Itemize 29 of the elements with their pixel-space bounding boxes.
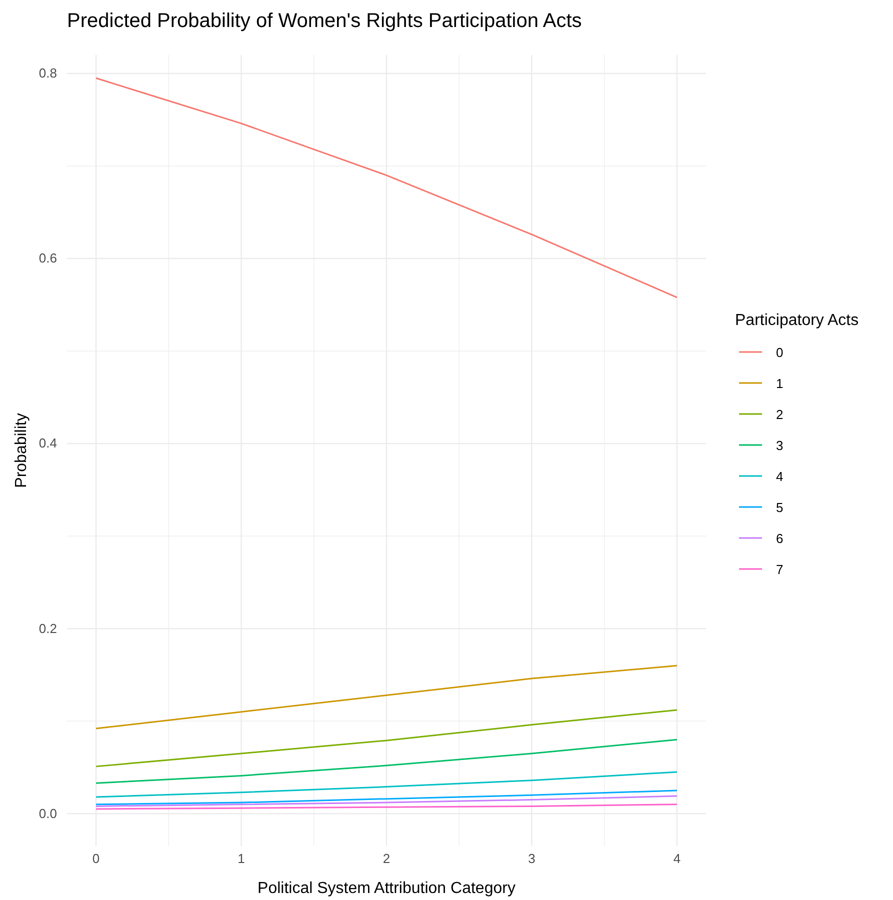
x-tick-label: 4 bbox=[673, 851, 681, 866]
line-series bbox=[95, 771, 678, 798]
line-series bbox=[95, 738, 678, 784]
x-axis-title: Political System Attribution Category bbox=[258, 880, 516, 897]
y-tick-label: 0.0 bbox=[38, 806, 57, 821]
legend-label: 1 bbox=[776, 376, 784, 391]
legend-title: Participatory Acts bbox=[735, 312, 859, 329]
legend-label: 6 bbox=[776, 531, 784, 546]
y-tick-label: 0.8 bbox=[38, 66, 57, 81]
legend-label: 5 bbox=[776, 500, 784, 515]
x-tick-label: 2 bbox=[382, 851, 390, 866]
line-series bbox=[95, 795, 678, 807]
y-tick-label: 0.4 bbox=[38, 436, 57, 451]
legend-label: 2 bbox=[776, 407, 784, 422]
x-tick-label: 1 bbox=[238, 851, 245, 866]
x-tick-label: 3 bbox=[528, 851, 536, 866]
chart-title: Predicted Probability of Women's Rights Participation Acts bbox=[67, 10, 582, 32]
legend-label: 4 bbox=[776, 469, 784, 484]
line-series bbox=[95, 709, 678, 768]
y-tick-label: 0.6 bbox=[38, 250, 57, 266]
legend-label: 3 bbox=[776, 438, 784, 453]
legend-label: 0 bbox=[776, 345, 784, 360]
x-tick-label: 0 bbox=[92, 851, 100, 866]
line-series bbox=[95, 790, 678, 806]
y-tick-label: 0.2 bbox=[38, 620, 57, 636]
line-series bbox=[95, 664, 678, 730]
y-axis-title: Probability bbox=[13, 413, 30, 488]
line-series bbox=[95, 77, 678, 298]
legend-label: 7 bbox=[776, 562, 784, 577]
